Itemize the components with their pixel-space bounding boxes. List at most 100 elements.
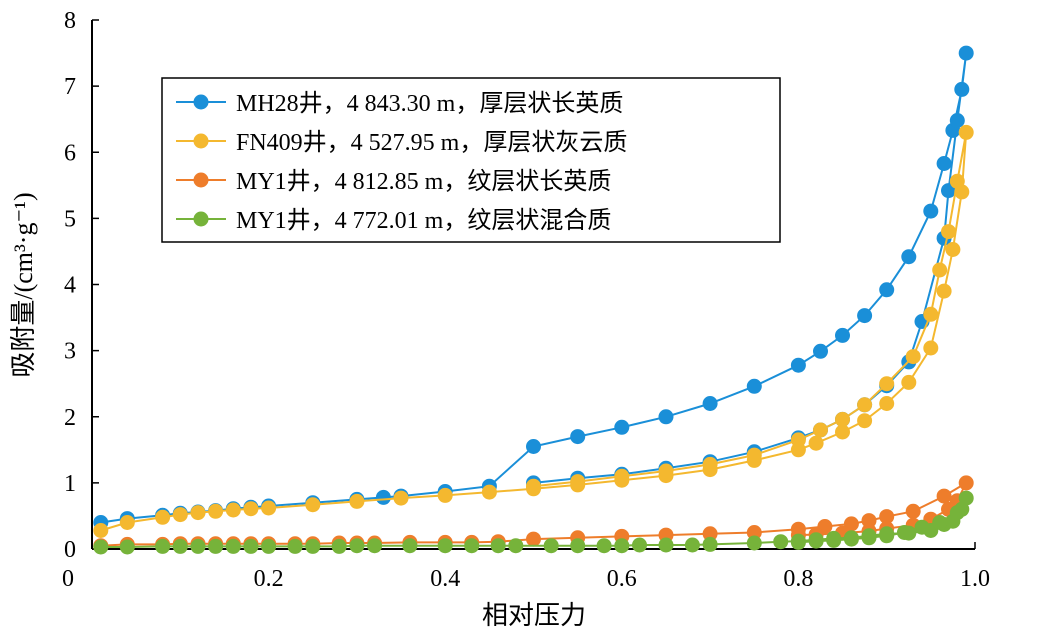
data-point — [808, 435, 824, 451]
data-point — [936, 156, 952, 171]
x-tick-label: 0 — [62, 566, 74, 592]
data-point — [843, 531, 859, 547]
data-point — [155, 538, 171, 554]
legend-marker — [193, 94, 209, 110]
legend-label: MH28井，4 843.30 m，厚层状长英质 — [236, 90, 623, 117]
y-tick-label: 1 — [64, 471, 76, 497]
data-point — [835, 327, 850, 343]
data-point — [790, 432, 806, 448]
data-point — [481, 484, 497, 500]
data-point — [393, 490, 409, 506]
data-point — [570, 429, 586, 445]
data-point — [614, 468, 630, 484]
data-point — [208, 538, 224, 554]
data-point — [835, 424, 850, 440]
data-point — [93, 523, 109, 538]
data-point — [526, 531, 541, 547]
data-point — [808, 533, 824, 549]
x-tick-label: 0.4 — [430, 566, 460, 592]
data-point — [857, 308, 873, 324]
data-point — [949, 113, 965, 128]
data-point — [596, 538, 612, 554]
data-point — [949, 505, 965, 521]
data-point — [702, 526, 718, 542]
data-point — [658, 463, 674, 479]
data-point — [508, 538, 524, 554]
data-point — [901, 249, 917, 265]
data-point — [172, 507, 188, 523]
x-ticks: 0 0.2 0.4 0.6 0.8 1.0 — [62, 542, 990, 592]
legend-label: MY1井，4 772.01 m，纹层状混合质 — [236, 207, 611, 234]
data-point — [331, 538, 347, 554]
data-point — [225, 538, 241, 554]
data-point — [861, 513, 877, 529]
data-point — [119, 539, 135, 555]
data-point — [813, 343, 828, 359]
data-point — [526, 439, 541, 454]
series-4 — [93, 490, 974, 555]
y-tick-label: 2 — [64, 405, 76, 431]
data-point — [936, 283, 952, 299]
data-point — [941, 224, 956, 240]
data-point — [190, 505, 206, 521]
data-point — [932, 262, 948, 278]
data-point — [879, 528, 895, 544]
data-point — [923, 306, 939, 322]
data-point — [305, 538, 321, 554]
data-point — [614, 538, 630, 554]
x-tick-label: 0.8 — [783, 566, 813, 592]
series-2 — [93, 124, 974, 538]
data-point — [490, 538, 506, 554]
data-point — [464, 538, 480, 554]
data-point — [901, 374, 917, 390]
data-point — [790, 534, 806, 550]
data-point — [941, 183, 956, 199]
data-point — [958, 124, 974, 140]
x-tick-label: 0.6 — [607, 566, 637, 592]
data-point — [790, 357, 806, 373]
y-tick-label: 3 — [64, 339, 76, 365]
data-point — [658, 537, 674, 553]
data-point — [857, 397, 873, 413]
data-point — [958, 45, 974, 61]
legend-box — [161, 77, 781, 243]
legend-label: MY1井，4 812.85 m，纹层状长英质 — [236, 168, 611, 195]
data-point — [243, 538, 259, 554]
data-point — [93, 539, 109, 555]
data-point — [349, 493, 365, 509]
data-point — [375, 489, 391, 505]
data-point — [954, 81, 970, 97]
data-point — [861, 530, 877, 546]
data-point — [543, 538, 559, 554]
data-point — [945, 242, 961, 257]
series-layer — [93, 45, 974, 555]
y-tick-label: 6 — [64, 140, 76, 166]
y-tick-label: 7 — [64, 74, 76, 100]
data-point — [225, 502, 241, 518]
data-point — [949, 173, 965, 189]
data-point — [702, 396, 718, 411]
data-point — [305, 497, 321, 513]
data-point — [287, 538, 303, 554]
data-point — [526, 478, 541, 494]
data-point — [773, 534, 789, 550]
x-tick-label: 0.2 — [254, 566, 284, 592]
data-point — [879, 376, 895, 392]
data-point — [914, 519, 930, 535]
y-tick-label: 8 — [64, 8, 76, 34]
x-tick-label: 1.0 — [960, 566, 990, 592]
data-point — [746, 447, 762, 463]
data-point — [119, 515, 135, 530]
data-point — [570, 538, 586, 554]
y-tick-label: 0 — [64, 537, 76, 563]
y-axis-title: 吸附量/(cm³·g⁻¹) — [9, 192, 38, 377]
data-point — [614, 419, 630, 435]
data-point — [684, 537, 700, 553]
data-point — [208, 503, 224, 519]
data-point — [905, 349, 921, 365]
data-point — [879, 509, 895, 525]
data-point — [879, 396, 895, 411]
data-point — [658, 409, 674, 425]
data-point — [746, 525, 762, 540]
